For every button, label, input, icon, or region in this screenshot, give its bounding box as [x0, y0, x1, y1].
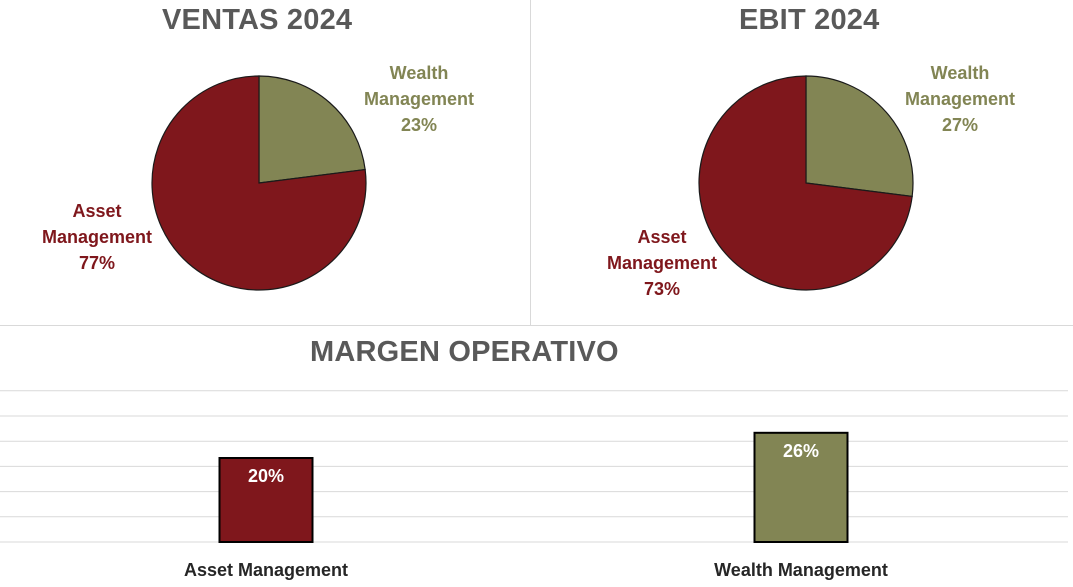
- ventas-wealth-value: 23%: [400, 115, 438, 135]
- ebit-asset-name-2: Management: [606, 253, 718, 273]
- bar-asset-management: [218, 457, 314, 543]
- ebit-pie-slices: [698, 75, 914, 291]
- horizontal-divider: [0, 325, 1073, 326]
- bar-value-label: 20%: [248, 466, 284, 486]
- ebit-asset-name-1: Asset: [637, 227, 687, 247]
- ebit-chart-title: EBIT 2024: [739, 4, 880, 36]
- ventas-asset-name-2: Management: [41, 227, 153, 247]
- ventas-wealth-name-1: Wealth: [389, 63, 449, 83]
- vertical-divider: [530, 0, 531, 325]
- ebit-wealth-name-2: Management: [904, 89, 1016, 109]
- margen-chart-title: MARGEN OPERATIVO: [310, 336, 619, 368]
- ventas-wealth-label: Wealth Management 23%: [356, 60, 482, 138]
- ventas-wealth-name-2: Management: [363, 89, 475, 109]
- ebit-wealth-name-1: Wealth: [930, 63, 990, 83]
- ventas-asset-name-1: Asset: [72, 201, 122, 221]
- ventas-asset-label: Asset Management 77%: [34, 198, 160, 276]
- ventas-chart-title: VENTAS 2024: [162, 4, 353, 36]
- ebit-slice-asset: [698, 75, 913, 291]
- ebit-wealth-label: Wealth Management 27%: [897, 60, 1023, 138]
- bar-wealth-management: [753, 431, 849, 543]
- category-label: Asset Management: [184, 560, 348, 580]
- ventas-slice-wealth: [258, 75, 366, 184]
- ventas-slice-asset: [151, 75, 367, 291]
- ventas-pie-slices: [151, 75, 367, 291]
- margen-bar-chart: 20% Asset Management 26% Wealth Management: [0, 390, 1068, 580]
- category-label: Wealth Management: [714, 560, 888, 580]
- bar-value-label: 26%: [783, 441, 819, 461]
- ventas-asset-value: 77%: [78, 253, 116, 273]
- ebit-asset-label: Asset Management 73%: [599, 224, 725, 302]
- ebit-wealth-value: 27%: [941, 115, 979, 135]
- ebit-asset-value: 73%: [643, 279, 681, 299]
